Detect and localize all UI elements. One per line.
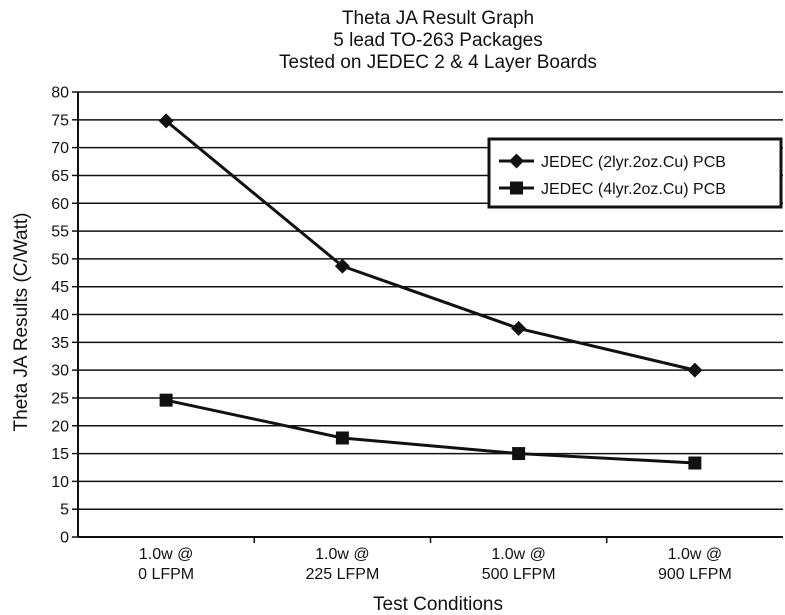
- series-1: [158, 113, 703, 378]
- gridlines: [72, 91, 783, 538]
- series-2-line: [165, 398, 695, 465]
- y-tick-label-35: 35: [51, 335, 69, 352]
- y-tick-label-30: 30: [51, 363, 69, 380]
- y-tick-label-50: 50: [51, 251, 69, 268]
- series-1-point-4: [687, 362, 703, 378]
- legend-box: [487, 137, 783, 209]
- y-tick-label-0: 0: [60, 530, 69, 547]
- legend-label-1: JEDEC (2lyr.2oz.Cu) PCB: [541, 154, 726, 171]
- x-tick-label-1: 1.0w @0 LFPM: [138, 546, 194, 583]
- y-tick-label-65: 65: [51, 168, 69, 185]
- y-tick-label-70: 70: [51, 140, 69, 157]
- y-tick-labels: 0 5 10 15 20 25 30 35 40 45 50 55 60 65 70 75 80: [51, 85, 69, 547]
- x-tick-label-3: 1.0w @500 LFPM: [482, 546, 556, 583]
- y-tick-label-80: 80: [51, 85, 69, 102]
- y-tick-label-20: 20: [51, 418, 69, 435]
- legend-label-2: JEDEC (4lyr.2oz.Cu) PCB: [541, 181, 726, 198]
- chart-title-line-1: Theta JA Result Graph: [342, 8, 534, 29]
- legend-marker-1: [509, 153, 524, 169]
- y-tick-label-15: 15: [51, 446, 69, 463]
- x-tick-label-2: 1.0w @225 LFPM: [305, 546, 379, 583]
- series-1-point-1: [158, 113, 174, 129]
- y-tick-label-40: 40: [51, 307, 69, 324]
- x-tick-label-4: 1.0w @900 LFPM: [658, 546, 732, 583]
- chart-title-line-3: Tested on JEDEC 2 & 4 Layer Boards: [279, 52, 597, 73]
- x-tick-labels: 1.0w @0 LFPM 1.0w @225 LFPM 1.0w @500 LFPM…: [138, 546, 732, 583]
- series-1-point-2: [334, 258, 350, 274]
- y-tick-label-5: 5: [60, 502, 69, 519]
- y-axis-label: Theta JA Results (C/Watt): [11, 213, 32, 432]
- y-tick-label-45: 45: [51, 279, 69, 296]
- series-1-point-3: [511, 320, 527, 336]
- legend-marker-2: [510, 181, 523, 195]
- series-2-point-4: [688, 456, 702, 470]
- y-tick-label-10: 10: [51, 474, 69, 491]
- series-1-line: [165, 119, 696, 372]
- series-2-point-2: [335, 431, 349, 445]
- series-2-point-1: [159, 393, 173, 407]
- y-tick-label-60: 60: [51, 196, 69, 213]
- y-tick-label-75: 75: [51, 112, 69, 129]
- series: [158, 113, 703, 470]
- series-2-point-3: [512, 447, 526, 461]
- y-tick-label-55: 55: [51, 224, 69, 241]
- x-axis-label: Test Conditions: [373, 594, 503, 615]
- y-tick-label-25: 25: [51, 390, 69, 407]
- axes: [77, 92, 783, 543]
- legend: JEDEC (2lyr.2oz.Cu) PCB JEDEC (4lyr.2oz.C…: [487, 137, 783, 209]
- chart-title-line-2: 5 lead TO-263 Packages: [333, 30, 543, 51]
- series-2: [159, 393, 702, 470]
